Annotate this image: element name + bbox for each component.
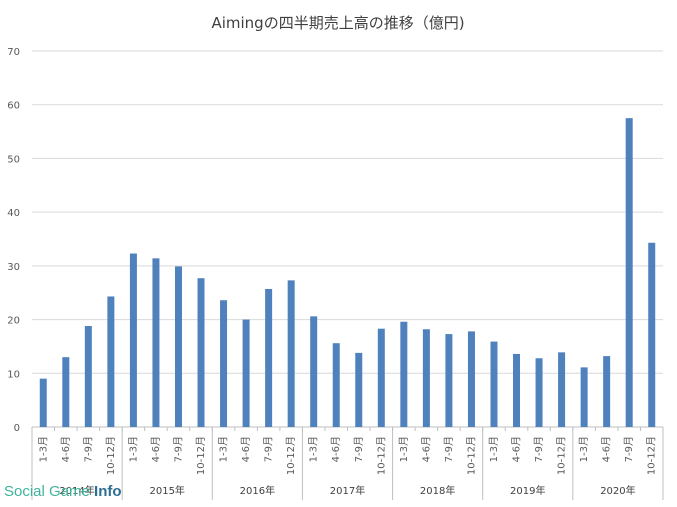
bar <box>490 341 498 427</box>
x-tick-label: 4-6月 <box>601 436 613 462</box>
bar <box>580 367 588 427</box>
y-tick-label: 60 <box>7 101 20 112</box>
x-year-label: 2020年 <box>600 484 635 497</box>
y-tick-label: 10 <box>7 369 20 380</box>
bar <box>513 353 521 427</box>
bars <box>39 118 656 428</box>
bar <box>287 280 295 427</box>
gridlines <box>32 50 663 428</box>
watermark-logo: Social Game Info <box>4 483 122 500</box>
bar <box>197 278 205 427</box>
bar <box>310 316 318 427</box>
x-tick-label: 1-3月 <box>488 436 500 462</box>
x-tick-label: 10-12月 <box>195 436 207 475</box>
bar <box>445 334 453 427</box>
x-tick-label: 1-3月 <box>218 436 230 462</box>
chart-title: Aimingの四半期売上高の推移（億円) <box>211 14 464 32</box>
x-tick-label: 10-12月 <box>465 436 477 475</box>
bar <box>332 343 340 427</box>
x-tick-label: 7-9月 <box>353 436 365 462</box>
y-tick-label: 50 <box>7 154 20 165</box>
bar <box>174 266 182 427</box>
bar <box>152 258 160 427</box>
x-tick-label: 7-9月 <box>443 436 455 462</box>
y-tick-label: 40 <box>7 208 20 219</box>
x-tick-label: 4-6月 <box>150 436 162 462</box>
bar <box>377 328 385 427</box>
bar <box>558 352 566 427</box>
x-tick-label: 4-6月 <box>511 436 523 462</box>
x-tick-label: 1-3月 <box>398 436 410 462</box>
x-tick-label: 1-3月 <box>578 436 590 462</box>
x-tick-label: 4-6月 <box>420 436 432 462</box>
watermark-text: Social Game <box>4 483 95 500</box>
bar <box>39 378 47 427</box>
y-tick-label: 30 <box>7 262 20 273</box>
x-tick-label: 7-9月 <box>533 436 545 462</box>
x-tick-label: 4-6月 <box>330 436 342 462</box>
x-tick-label: 4-6月 <box>60 436 72 462</box>
x-year-label: 2017年 <box>330 484 365 497</box>
x-year-label: 2016年 <box>240 484 275 497</box>
bar <box>648 242 656 427</box>
bar <box>603 356 611 427</box>
y-tick-label: 0 <box>14 423 20 434</box>
x-axis-separators <box>31 427 664 500</box>
bar <box>220 300 228 427</box>
bar <box>400 321 408 427</box>
x-year-label: 2014年 <box>59 484 94 497</box>
x-tick-label: 1-3月 <box>37 436 49 462</box>
x-tick-label: 7-9月 <box>82 436 94 462</box>
x-tick-label: 10-12月 <box>285 436 297 475</box>
bar <box>422 329 430 427</box>
x-year-label: 2018年 <box>420 484 455 497</box>
bar <box>84 326 92 427</box>
bar <box>129 253 137 427</box>
bar <box>242 319 250 427</box>
x-tick-label: 7-9月 <box>623 436 635 462</box>
bar <box>62 357 70 427</box>
x-year-label: 2019年 <box>510 484 545 497</box>
x-year-label: 2015年 <box>149 484 184 497</box>
y-tick-label: 20 <box>7 316 20 327</box>
bar <box>107 296 115 427</box>
x-tick-label: 10-12月 <box>556 436 568 475</box>
x-tick-label: 1-3月 <box>127 436 139 462</box>
x-tick-label: 7-9月 <box>263 436 275 462</box>
bar <box>467 331 475 427</box>
x-tick-label: 10-12月 <box>375 436 387 475</box>
watermark-text-bold: Info <box>94 483 122 500</box>
x-axis-quarter-labels: 1-3月 4-6月 7-9月 10-12月 1-3月 4-6月 7-9月 10-12月 1-3月… <box>37 436 657 475</box>
bar <box>625 118 633 428</box>
x-tick-label: 10-12月 <box>646 436 658 475</box>
y-tick-label: 70 <box>7 47 20 58</box>
y-axis-ticks: 0 10 20 30 40 50 60 70 <box>7 47 20 434</box>
bar <box>355 352 363 427</box>
x-tick-label: 4-6月 <box>240 436 252 462</box>
bar <box>265 288 273 427</box>
x-tick-label: 1-3月 <box>308 436 320 462</box>
x-axis-year-labels: 2014年 2015年 2016年 2017年 2018年 2019年 2020年 <box>59 484 635 497</box>
x-tick-label: 10-12月 <box>105 436 117 475</box>
x-tick-label: 7-9月 <box>172 436 184 462</box>
bar <box>535 358 543 427</box>
